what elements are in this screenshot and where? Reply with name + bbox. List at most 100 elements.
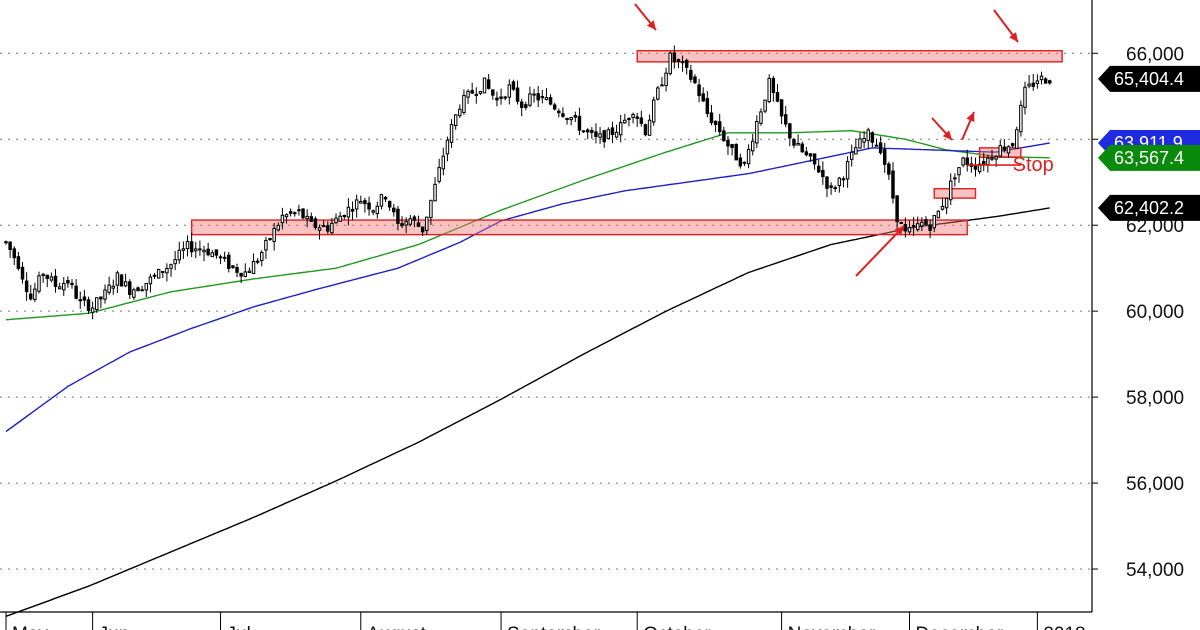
candle-body xyxy=(524,104,528,108)
candle-body xyxy=(965,157,969,166)
candle-body xyxy=(33,288,37,300)
candle-body xyxy=(515,87,520,102)
candle-body xyxy=(466,90,470,98)
candle-body xyxy=(383,196,388,200)
candle-body xyxy=(845,161,850,180)
candle-body xyxy=(511,81,516,90)
candle-body xyxy=(156,268,161,279)
candle-body xyxy=(676,58,681,62)
candle-body xyxy=(165,267,169,274)
candle-body xyxy=(928,224,932,231)
candle-body xyxy=(486,79,491,89)
candle-body xyxy=(359,200,363,204)
candle-body xyxy=(408,218,413,225)
candle-body xyxy=(495,97,499,101)
candle-body xyxy=(412,216,417,221)
candle-body xyxy=(998,145,1002,157)
candle-body xyxy=(730,143,734,149)
x-month-label: August xyxy=(367,624,427,630)
candle-body xyxy=(717,121,722,133)
candle-body xyxy=(119,274,124,287)
candle-body xyxy=(1035,80,1040,84)
candle-body xyxy=(1039,75,1044,81)
candle-body xyxy=(540,95,545,99)
candle-body xyxy=(20,266,25,280)
candle-body xyxy=(453,114,458,127)
candle-body xyxy=(268,237,272,240)
price-badge xyxy=(1098,144,1200,171)
candle-body xyxy=(78,299,82,302)
candle-body xyxy=(404,221,408,226)
candle-body xyxy=(247,270,252,274)
candle-body xyxy=(16,256,21,269)
moving-average-ma_green xyxy=(5,129,1050,321)
candle-body xyxy=(342,214,347,218)
candle-body xyxy=(684,59,689,68)
candle-body xyxy=(528,93,532,106)
candle-body xyxy=(243,271,248,277)
support-zone xyxy=(190,219,968,236)
x-month-label: October xyxy=(643,624,711,630)
candle-body xyxy=(396,208,400,224)
candle-body xyxy=(606,129,611,140)
candle-body xyxy=(581,130,586,133)
candle-body xyxy=(437,167,441,182)
candle-body xyxy=(1043,78,1048,84)
candle-body xyxy=(808,153,813,157)
candle-body xyxy=(837,177,842,187)
candle-body xyxy=(862,137,866,143)
x-month-label: 2018 xyxy=(1043,624,1085,630)
candle-body xyxy=(907,227,912,233)
candle-body xyxy=(792,139,796,146)
candle-body xyxy=(346,206,351,218)
candle-body xyxy=(321,225,326,228)
candle-body xyxy=(37,275,41,292)
candle-body xyxy=(189,241,194,253)
candle-body xyxy=(222,256,227,259)
candle-body xyxy=(429,199,433,218)
candle-body xyxy=(276,224,281,231)
candle-body xyxy=(796,142,800,146)
candle-body xyxy=(825,176,829,189)
candle-body xyxy=(804,151,809,156)
candle-body xyxy=(557,110,561,114)
candle-body xyxy=(309,216,314,222)
candle-body xyxy=(565,118,569,121)
candle-body xyxy=(4,241,8,244)
candle-body xyxy=(771,78,776,93)
candle-body xyxy=(734,143,738,161)
candle-body xyxy=(90,307,95,313)
candle-body xyxy=(474,93,479,96)
candle-body xyxy=(177,249,182,261)
red-arrow xyxy=(855,225,905,277)
candle-body xyxy=(202,249,206,253)
candle-body xyxy=(639,117,644,124)
candle-body xyxy=(338,215,342,222)
candle-body xyxy=(1031,82,1035,87)
candle-body xyxy=(95,297,99,311)
candle-body xyxy=(631,114,635,118)
candle-body xyxy=(136,287,140,292)
candle-body xyxy=(115,272,120,286)
candle-body xyxy=(870,132,875,143)
moving-average-ma_blue xyxy=(5,142,1050,433)
candle-body xyxy=(1019,104,1023,133)
candle-body xyxy=(1023,86,1027,108)
candle-body xyxy=(293,212,297,215)
candle-body xyxy=(656,87,660,100)
candle-body xyxy=(895,195,899,223)
candle-body xyxy=(746,148,751,165)
candle-body xyxy=(185,240,190,250)
y-tick-label: 66,000 xyxy=(1126,44,1184,65)
candle-body xyxy=(722,130,726,141)
candle-body xyxy=(140,289,144,292)
candle-body xyxy=(8,241,12,250)
candle-body xyxy=(387,200,392,208)
candle-body xyxy=(198,248,202,251)
candle-body xyxy=(420,226,425,233)
candle-body xyxy=(210,252,215,258)
candles xyxy=(4,45,1052,320)
grid-lines xyxy=(0,52,1092,570)
candle-body xyxy=(57,286,62,290)
candle-body xyxy=(693,76,697,84)
